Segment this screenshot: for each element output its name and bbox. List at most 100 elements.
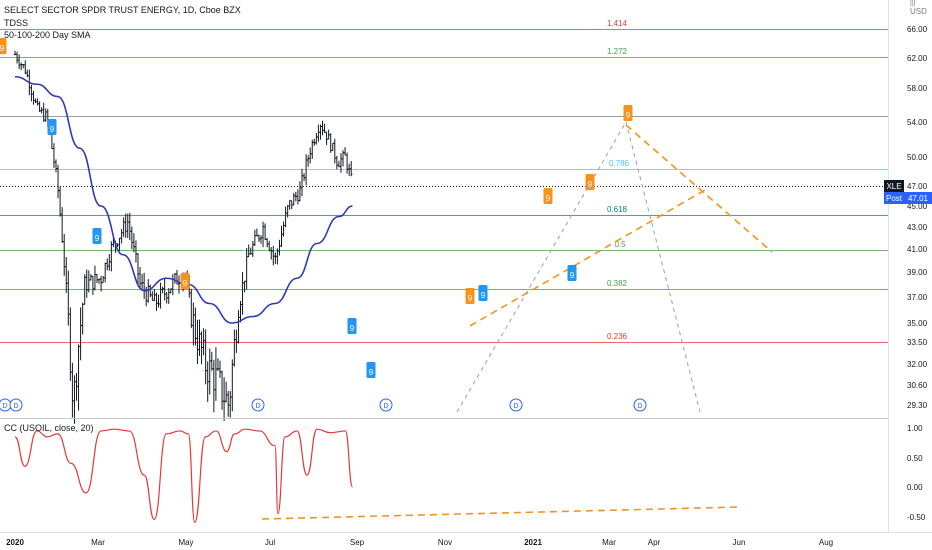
ohlc-bar xyxy=(202,328,205,356)
td-buy-number: 9 xyxy=(50,125,55,134)
time-tick-label: May xyxy=(178,538,193,547)
ohlc-bar xyxy=(214,347,218,401)
dividend-marker[interactable]: D xyxy=(251,398,265,412)
ohlc-bar xyxy=(313,138,316,146)
dividend-letter: D xyxy=(383,403,388,410)
dividend-letter: D xyxy=(13,403,18,410)
ohlc-bar xyxy=(101,276,105,284)
price-tick-label: 41.00 xyxy=(907,245,928,254)
dividend-marker[interactable]: D xyxy=(509,398,523,412)
td-sell-setup-marker[interactable]: 9 xyxy=(465,288,475,304)
dividend-marker[interactable]: D xyxy=(633,398,647,412)
ohlc-bar xyxy=(327,129,330,140)
dividend-marker[interactable]: D xyxy=(9,398,23,412)
td-sell-number: 9 xyxy=(468,294,473,303)
time-tick-label: Nov xyxy=(438,538,452,547)
price-bars xyxy=(13,50,353,424)
price-tick-label: 54.00 xyxy=(907,118,928,127)
dividend-letter: D xyxy=(2,403,7,410)
ohlc-bar xyxy=(309,147,312,164)
td-sell-setup-marker[interactable]: 9 xyxy=(623,105,633,121)
ohlc-bar xyxy=(208,348,211,395)
ohlc-bar xyxy=(79,307,82,361)
ohlc-bar xyxy=(153,289,156,301)
ohlc-bar xyxy=(165,292,168,304)
ohlc-bar xyxy=(263,223,267,241)
trend-lines xyxy=(456,121,773,413)
td-sell-setup-marker[interactable]: 9 xyxy=(0,38,7,54)
ohlc-bar xyxy=(306,155,310,167)
ohlc-bar xyxy=(157,294,160,308)
td-sell-setup-marker[interactable]: 9 xyxy=(180,273,190,289)
ohlc-bar xyxy=(282,221,285,237)
price-tick-label: 47.00 xyxy=(907,182,928,191)
time-tick-label: Sep xyxy=(350,538,365,547)
ohlc-bar xyxy=(290,200,293,210)
ohlc-bar xyxy=(317,124,320,142)
dividend-letter: D xyxy=(513,403,518,410)
ohlc-bar xyxy=(108,253,111,271)
ohlc-bar xyxy=(75,373,78,401)
price-tick-label: 30.60 xyxy=(907,381,928,390)
ohlc-bar xyxy=(235,329,238,353)
ohlc-bar xyxy=(81,302,84,335)
ohlc-bar xyxy=(104,262,107,283)
td-sell-number: 9 xyxy=(183,279,188,288)
ohlc-bar xyxy=(17,54,21,69)
price-tick-label: 58.00 xyxy=(907,84,928,93)
time-tick-label: Mar xyxy=(91,538,105,547)
ohlc-bar xyxy=(243,280,246,293)
ohlc-bar xyxy=(151,291,154,301)
fib-baseline-up xyxy=(456,121,627,413)
td-buy-setup-marker[interactable]: 9 xyxy=(92,228,102,244)
ohlc-bar xyxy=(233,329,236,367)
ohlc-bar xyxy=(58,186,62,217)
ohlc-bar xyxy=(130,226,134,250)
fib-baseline-down xyxy=(625,121,701,413)
td-buy-setup-marker[interactable]: 9 xyxy=(47,119,57,135)
ohlc-bar xyxy=(296,189,300,205)
ohlc-bar xyxy=(177,275,181,294)
ohlc-bar xyxy=(270,247,273,260)
td-buy-setup-marker[interactable]: 9 xyxy=(366,362,376,378)
dividend-marker[interactable]: D xyxy=(0,398,12,412)
ohlc-bar xyxy=(71,362,74,418)
ohlc-bar xyxy=(292,192,295,206)
ohlc-bar xyxy=(19,62,23,71)
ohlc-bar xyxy=(212,359,216,413)
ohlc-bar xyxy=(333,138,336,164)
ohlc-bar xyxy=(30,84,33,102)
ohlc-bar xyxy=(85,269,88,298)
price-tick-label: 66.00 xyxy=(907,25,928,34)
td-sell-number: 9 xyxy=(546,194,551,203)
td-sell-number: 9 xyxy=(626,111,631,120)
last-price-value: 47.01 xyxy=(908,194,929,203)
ohlc-bar xyxy=(231,359,234,412)
ohlc-bar xyxy=(210,351,213,371)
ohlc-bar xyxy=(97,278,101,284)
scale-settings-icon[interactable]: ||| xyxy=(910,0,916,7)
ohlc-bar xyxy=(245,248,248,290)
ohlc-bar xyxy=(261,221,265,248)
td-buy-number: 9 xyxy=(350,324,355,333)
post-label: Post xyxy=(886,194,903,203)
indicator-sma-label: 50-100-200 Day SMA xyxy=(4,30,91,40)
price-tick-label: 29.30 xyxy=(907,401,928,410)
td-buy-setup-marker[interactable]: 9 xyxy=(567,265,577,281)
ohlc-bar xyxy=(54,159,58,173)
dividend-marker[interactable]: D xyxy=(379,398,393,412)
fib-label: 1.414 xyxy=(607,19,628,28)
fib-label: 0.618 xyxy=(607,205,628,214)
ohlc-bar xyxy=(89,274,93,281)
td-buy-setup-marker[interactable]: 9 xyxy=(478,285,488,301)
ohlc-bar xyxy=(44,108,47,122)
td-sell-setup-marker[interactable]: 9 xyxy=(585,174,595,190)
resistance-trendline xyxy=(625,124,773,253)
ohlc-bar xyxy=(77,344,80,411)
td-sell-setup-marker[interactable]: 9 xyxy=(543,188,553,204)
ohlc-bar xyxy=(220,370,224,410)
td-buy-setup-marker[interactable]: 9 xyxy=(347,318,357,334)
ohlc-bar xyxy=(274,252,277,265)
ohlc-bar xyxy=(26,69,29,78)
